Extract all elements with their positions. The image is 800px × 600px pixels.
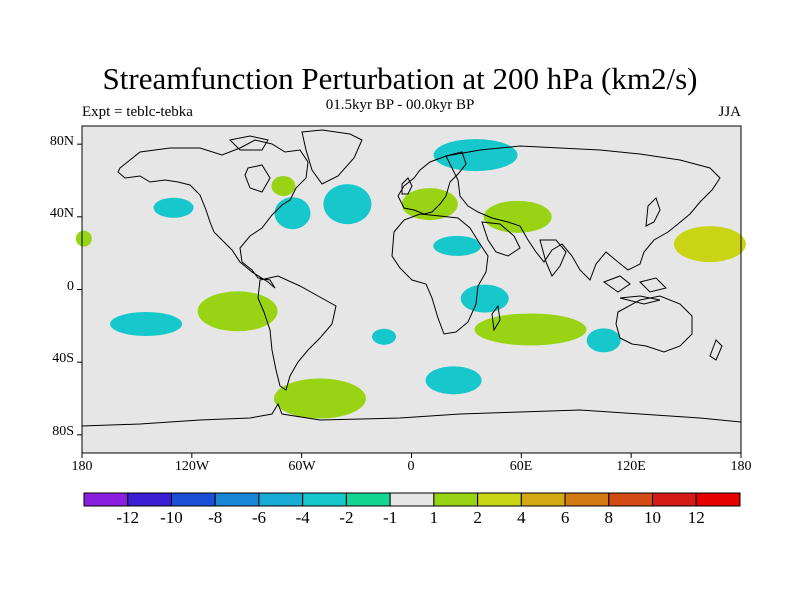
lat-label-80n: 80N	[49, 134, 74, 149]
colorbar-swatch	[345, 492, 391, 507]
experiment-label: Expt = teblc-tebka	[82, 104, 193, 120]
coastlines	[81, 129, 742, 427]
anomaly-regions	[75, 139, 746, 419]
colorbar-label: -8	[208, 508, 223, 527]
colorbar-label: 12	[687, 508, 705, 527]
colorbar-swatch	[214, 492, 260, 507]
anomaly-region	[460, 284, 509, 313]
colorbar-swatch	[170, 492, 216, 507]
colorbar-swatch	[83, 492, 129, 507]
colorbar-swatch	[389, 492, 435, 507]
anomaly-region	[110, 312, 183, 337]
anomaly-region	[673, 226, 746, 263]
anomaly-region	[425, 366, 482, 395]
colorbar-label: -6	[251, 508, 266, 527]
anomaly-region	[372, 328, 397, 345]
lon-label-120e: 120E	[616, 459, 646, 474]
colorbar-label: 2	[473, 508, 482, 527]
colorbar-swatch	[477, 492, 522, 507]
anomaly-region	[271, 175, 296, 196]
lat-label-80s: 80S	[52, 424, 74, 439]
anomaly-region	[75, 230, 92, 247]
lat-label-40s: 40S	[52, 351, 74, 366]
colorbar-label: -12	[116, 508, 140, 527]
colorbar-swatch	[564, 492, 610, 507]
lon-label-0: 0	[407, 459, 415, 474]
anomaly-region	[323, 184, 372, 225]
anomaly-region	[197, 291, 278, 332]
lat-label-40n: 40N	[49, 206, 74, 221]
anomaly-region	[273, 378, 366, 419]
colorbar-swatch	[695, 492, 741, 507]
colorbar-label: 4	[517, 508, 526, 527]
colorbar-label: 8	[604, 508, 614, 527]
colorbar-swatch	[608, 492, 654, 507]
colorbar-label: 10	[644, 508, 662, 527]
lon-label-120w: 120W	[174, 459, 210, 474]
axis-ticks	[77, 143, 742, 458]
lon-label-180e: 180	[730, 459, 752, 474]
colorbar-swatch	[652, 492, 697, 507]
colorbar-swatch	[520, 492, 566, 507]
anomaly-region	[153, 197, 194, 218]
colorbar-swatch	[302, 492, 347, 507]
anomaly-region	[274, 197, 311, 230]
lon-label-60w: 60W	[288, 459, 316, 474]
anomaly-region	[433, 139, 518, 172]
lon-label-180w: 180	[71, 459, 93, 474]
plot-subtitle: 01.5kyr BP - 00.0kyr BP	[325, 97, 475, 113]
lat-label-0: 0	[67, 279, 74, 294]
colorbar-label: 6	[560, 508, 570, 527]
anomaly-region	[586, 328, 621, 353]
anomaly-region	[401, 188, 458, 221]
plot-title: Streamfunction Perturbation at 200 hPa (…	[102, 61, 698, 96]
colorbar-swatch	[433, 492, 479, 507]
colorbar-label: -10	[160, 508, 183, 527]
season-label: JJA	[718, 104, 741, 120]
map-background	[82, 126, 741, 453]
colorbar-swatch	[127, 492, 172, 507]
lon-label-60e: 60E	[509, 459, 533, 474]
anomaly-region	[483, 200, 552, 233]
anomaly-region	[474, 313, 587, 346]
anomaly-region	[433, 235, 482, 256]
colorbar-label: -4	[295, 508, 310, 527]
colorbar-swatch	[258, 492, 304, 507]
colorbar-label: -1	[383, 508, 398, 527]
colorbar	[83, 492, 741, 507]
colorbar-label: -2	[339, 508, 354, 527]
colorbar-label: 1	[429, 508, 439, 527]
